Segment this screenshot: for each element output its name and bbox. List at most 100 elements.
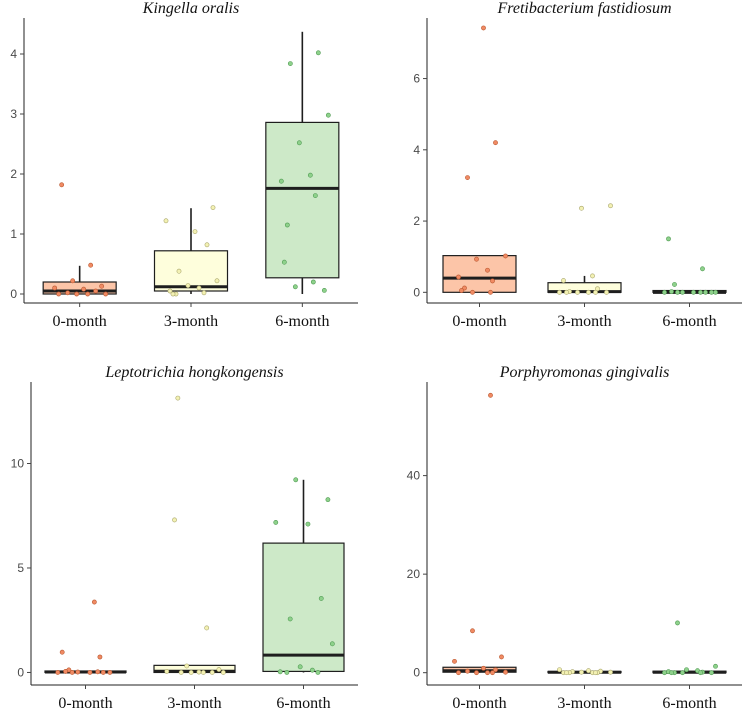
data-point	[175, 395, 181, 401]
y-tick-label: 10	[11, 456, 25, 470]
box-6-month	[265, 31, 340, 294]
data-point	[103, 291, 109, 297]
data-point	[87, 670, 93, 675]
data-point	[579, 669, 584, 675]
data-point	[662, 670, 667, 676]
y-tick-label: 0	[413, 285, 420, 299]
data-point	[209, 670, 215, 675]
data-point	[214, 278, 220, 284]
data-point	[593, 670, 598, 676]
data-point	[564, 289, 569, 295]
data-point	[713, 289, 718, 295]
data-point	[59, 649, 65, 655]
data-point	[210, 205, 216, 210]
data-point	[315, 670, 321, 675]
x-tick-label: 6-month	[275, 313, 329, 330]
data-point	[277, 669, 283, 675]
data-point	[698, 289, 703, 295]
data-point	[481, 25, 486, 31]
data-point	[284, 670, 290, 675]
data-point	[680, 289, 685, 295]
data-point	[452, 658, 457, 664]
data-point	[196, 285, 202, 291]
y-tick-label: 4	[413, 143, 420, 157]
data-point	[595, 286, 600, 292]
panel-porphyromonas-gingivalis: Porphyromonas gingivalis 0 20 40 0-month 3-m…	[407, 364, 742, 709]
data-point	[474, 256, 479, 262]
x-tick-label: 0-month	[452, 313, 506, 330]
data-point	[273, 520, 279, 525]
data-point	[91, 599, 97, 605]
data-point	[579, 205, 584, 211]
data-point	[557, 667, 562, 673]
data-point	[465, 175, 470, 180]
y-tick-label: 6	[413, 72, 420, 86]
data-point	[192, 229, 198, 234]
data-point	[456, 274, 461, 280]
data-point	[93, 288, 99, 294]
data-point	[69, 670, 75, 675]
data-point	[216, 667, 222, 672]
data-point	[465, 668, 470, 674]
x-tick-label: 0-month	[452, 695, 506, 709]
box-body	[153, 250, 229, 292]
data-point	[65, 290, 71, 296]
data-point	[204, 242, 210, 248]
y-tick-label: 0	[413, 666, 420, 680]
data-point	[474, 670, 479, 676]
data-point	[287, 61, 293, 66]
data-point	[604, 289, 609, 295]
data-point	[490, 670, 495, 676]
data-point	[100, 670, 106, 675]
panel-title: Kingella oralis	[142, 0, 239, 17]
box-3-month	[153, 208, 229, 294]
x-tick-label: 3-month	[164, 313, 218, 330]
x-tick-label: 0-month	[58, 695, 112, 709]
data-point	[167, 288, 173, 294]
data-point	[88, 262, 94, 268]
data-point	[297, 664, 303, 670]
data-point	[669, 670, 674, 676]
data-point	[470, 289, 475, 295]
data-point	[662, 289, 667, 295]
data-point	[586, 289, 591, 295]
data-point	[81, 286, 87, 292]
panel-title: Porphyromonas gingivalis	[499, 364, 670, 381]
data-point	[107, 670, 113, 675]
data-point	[456, 670, 461, 676]
data-point	[172, 517, 177, 523]
data-point	[557, 289, 562, 295]
data-point	[201, 290, 207, 296]
y-tick-label: 40	[407, 469, 421, 483]
data-point	[220, 670, 226, 675]
data-point	[55, 670, 61, 675]
data-point	[675, 620, 680, 626]
data-point	[684, 667, 689, 673]
data-point	[315, 50, 321, 56]
data-point	[74, 291, 80, 297]
data-point	[310, 279, 316, 285]
data-point	[278, 178, 284, 184]
data-point	[700, 266, 705, 272]
data-point	[698, 670, 703, 676]
data-point	[709, 670, 714, 676]
data-point	[672, 282, 677, 287]
data-point	[287, 616, 293, 622]
data-point	[462, 285, 467, 291]
y-tick-label: 5	[17, 561, 24, 575]
data-point	[307, 172, 313, 178]
data-point	[575, 289, 580, 295]
data-point	[59, 182, 65, 188]
data-point	[485, 670, 490, 676]
data-point	[296, 140, 302, 146]
panel-title: Leptotrichia hongkongensis	[104, 364, 283, 381]
data-point	[204, 625, 210, 631]
data-point	[499, 654, 504, 660]
panel-title: Fretibacterium fastidiosum	[496, 0, 671, 17]
box-6-month	[262, 479, 345, 673]
data-point	[564, 670, 569, 676]
plot-area: 0 2 4 6 0-month 3-month 6-month	[413, 18, 742, 330]
data-point	[70, 278, 76, 284]
x-tick-label: 3-month	[557, 695, 611, 709]
y-tick-label: 2	[413, 214, 420, 228]
